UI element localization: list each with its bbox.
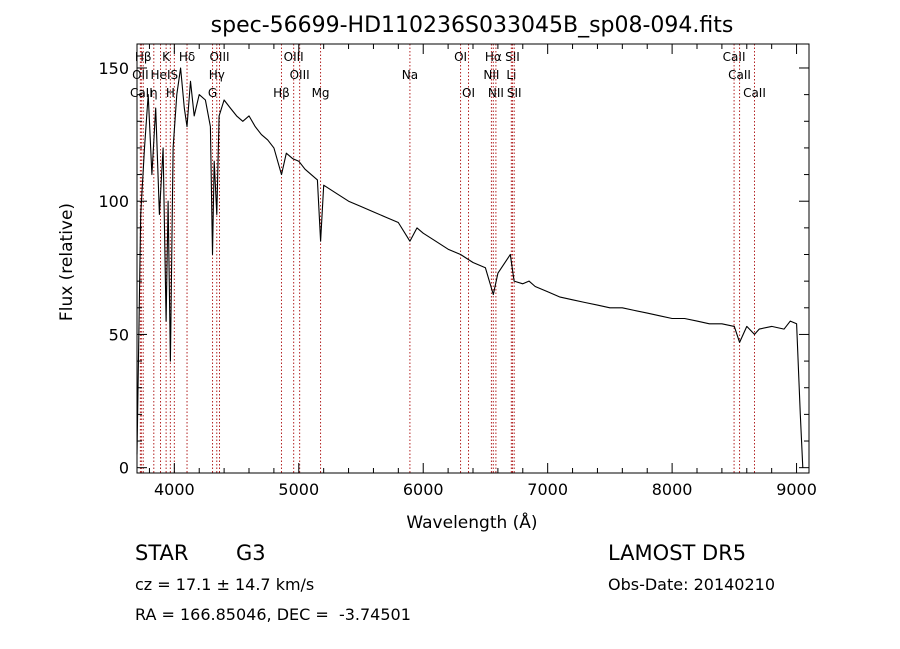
spectral-line-label: OIII xyxy=(284,50,304,64)
spectral-line-label: OIII xyxy=(209,50,229,64)
y-tick-label: 150 xyxy=(98,59,129,78)
spectral-line-label: NII xyxy=(483,68,499,82)
spectral-line-label: SII xyxy=(505,50,520,64)
spectral-line-label: NII xyxy=(488,86,504,100)
survey-name: LAMOST DR5 xyxy=(608,541,747,565)
spectral-line-label: OI xyxy=(462,86,475,100)
spectral-line-label: Li xyxy=(506,68,516,82)
spectral-line-label: OII xyxy=(132,68,149,82)
spectrum-line xyxy=(136,67,804,468)
x-tick-label: 5000 xyxy=(278,480,319,499)
spectral-line-label: SII xyxy=(507,86,522,100)
spectral-line-label: G xyxy=(208,86,217,100)
spectral-line-label: K xyxy=(162,50,171,64)
x-tick-label: 4000 xyxy=(154,480,195,499)
spectral-line-label: Hα xyxy=(485,50,502,64)
spectral-line-label: Hβ xyxy=(135,50,152,64)
axes: 4000 5000 6000 7000 8000 9000 0 50 100 150 xyxy=(98,44,817,499)
spectral-subclass: G3 xyxy=(236,541,266,565)
spectral-line-label: Mg xyxy=(312,86,330,100)
spectral-line-label: H xyxy=(166,86,175,100)
y-tick-label: 0 xyxy=(119,459,129,478)
coordinates-info: RA = 166.85046, DEC = -3.74501 xyxy=(135,605,411,624)
x-tick-label: 7000 xyxy=(527,480,568,499)
spectral-line-label: η xyxy=(150,86,158,100)
spectral-line-label: Na xyxy=(402,68,418,82)
spectral-line-label: CaII xyxy=(130,86,153,100)
x-tick-label: 8000 xyxy=(652,480,693,499)
spectral-line-label: Hγ xyxy=(209,68,225,82)
spectral-line-label: OI xyxy=(454,50,467,64)
object-class: STAR xyxy=(135,541,189,565)
spectral-line-label: OIII xyxy=(290,68,310,82)
chart-title: spec-56699-HD110236S033045B_sp08-094.fit… xyxy=(211,13,734,38)
redshift-info: cz = 17.1 ± 14.7 km/s xyxy=(135,575,315,594)
y-axis-label: Flux (relative) xyxy=(57,203,77,321)
x-axis-label: Wavelength (Å) xyxy=(406,511,537,533)
y-tick-label: 100 xyxy=(98,192,129,211)
spectral-line-label: CaII xyxy=(728,68,751,82)
spectral-line-label: Hβ xyxy=(273,86,290,100)
y-tick-label: 50 xyxy=(109,325,129,344)
spectral-line-label: CaII xyxy=(723,50,746,64)
x-tick-label: 6000 xyxy=(403,480,444,499)
x-tick-label: 9000 xyxy=(776,480,817,499)
spectral-line-label: S xyxy=(171,68,179,82)
observation-date: Obs-Date: 20140210 xyxy=(608,575,776,594)
spectrum-series-layer xyxy=(136,67,804,468)
plot-frame xyxy=(136,43,810,474)
spectral-line-label: Hδ xyxy=(179,50,195,64)
spectral-line-label: CaII xyxy=(743,86,766,100)
spectral-line-label: HeI xyxy=(151,68,171,82)
